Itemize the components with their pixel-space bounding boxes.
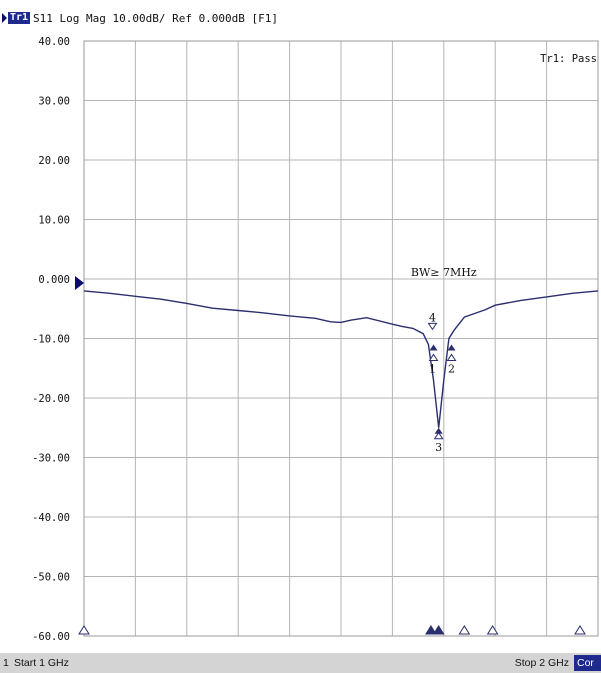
pass-status: Tr1: Pass: [540, 53, 597, 65]
marker-4-label: 4: [429, 311, 436, 324]
y-tick-label: -10.00: [32, 334, 70, 346]
y-tick-label: 0.000: [38, 274, 70, 286]
trace-layer: [83, 290, 599, 428]
correction-indicator[interactable]: Cor: [574, 655, 601, 671]
trace-header: Tr1 S11 Log Mag 10.00dB/ Ref 0.000dB [F1…: [0, 0, 601, 32]
y-tick-label: -40.00: [32, 512, 70, 524]
s11-chart[interactable]: 40.00 30.00 20.00 10.00 0.000 -10.00 -20.00 -30…: [0, 0, 601, 653]
bandwidth-annotation: BW≥ 7MHz: [411, 266, 477, 279]
marker-2-label: 2: [448, 362, 455, 375]
marker-4-triangle: [427, 322, 438, 331]
marker-indicator-icon: [425, 625, 437, 635]
stop-frequency[interactable]: Stop 2 GHz: [514, 657, 569, 669]
y-tick-label: 10.00: [38, 215, 70, 227]
marker-3-triangle: [433, 431, 444, 440]
channel-number[interactable]: 1: [3, 657, 9, 669]
marker-3-active: [434, 427, 443, 434]
marker-indicator-icon: [458, 625, 471, 635]
y-tick-label: -20.00: [32, 393, 70, 405]
y-tick-label: -60.00: [32, 631, 70, 643]
start-indicator-icon: [78, 625, 90, 635]
marker-1-active: [429, 344, 438, 351]
chart-grid: [83, 40, 599, 637]
reference-level-marker-icon[interactable]: [75, 276, 84, 290]
active-trace-arrow-icon: [2, 13, 7, 23]
marker-3-label: 3: [435, 441, 442, 454]
y-tick-label: 40.00: [38, 36, 70, 48]
marker-1-triangle: [428, 353, 439, 361]
marker-indicator-icon: [432, 625, 445, 635]
y-tick-label: -50.00: [32, 572, 70, 584]
trace-badge[interactable]: Tr1: [8, 12, 31, 24]
annotation-layer: BW≥ 7MHz: [411, 266, 477, 279]
y-tick-label: -30.00: [32, 453, 70, 465]
trace-line-s11: [83, 290, 599, 428]
stop-indicator-icon: [574, 625, 586, 635]
marker-2-active: [447, 344, 456, 351]
plot-frame: [83, 40, 599, 637]
status-bar: 1 Start 1 GHz Stop 2 GHz Cor: [0, 653, 601, 673]
marker-1-label: 1: [429, 362, 436, 375]
bottom-marker-indicators: [78, 625, 586, 635]
y-tick-label: 20.00: [38, 155, 70, 167]
y-tick-label: 30.00: [38, 96, 70, 108]
marker-2-triangle: [446, 353, 457, 361]
y-axis-ticks: 40.00 30.00 20.00 10.00 0.000 -10.00 -20.00 -30…: [32, 36, 70, 643]
marker-layer: 1 2 3 4: [427, 311, 457, 454]
marker-indicator-icon: [486, 625, 499, 635]
trace-title[interactable]: S11 Log Mag 10.00dB/ Ref 0.000dB [F1]: [33, 12, 279, 25]
start-frequency[interactable]: Start 1 GHz: [14, 657, 69, 669]
